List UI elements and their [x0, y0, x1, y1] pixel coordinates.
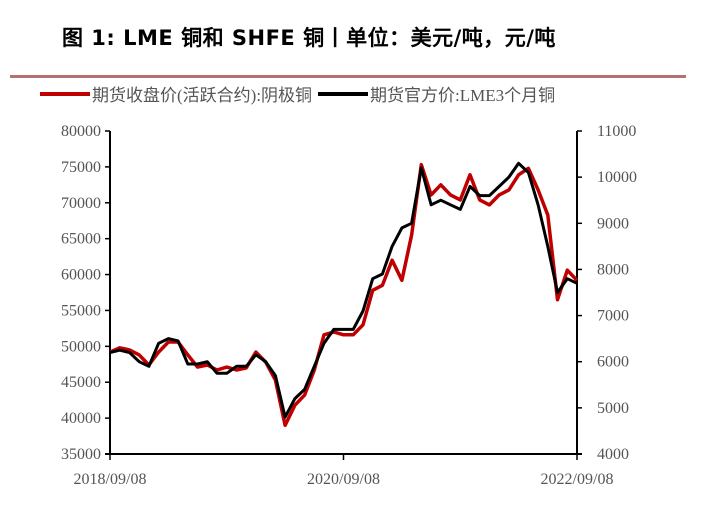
chart-title: 图 1: LME 铜和 SHFE 铜丨单位：美元/吨，元/吨 — [62, 26, 556, 50]
y-left-tick-label: 80000 — [61, 123, 101, 140]
y-right-tick-label: 5000 — [597, 400, 629, 417]
x-tick-label: 2018/09/08 — [74, 471, 147, 488]
series-line-shfe — [109, 162, 579, 428]
x-tick-label: 2022/09/08 — [541, 471, 614, 488]
y-left-tick-label: 50000 — [61, 338, 101, 355]
series-line-lme — [109, 161, 578, 419]
y-left-tick-label: 65000 — [61, 231, 101, 248]
title-divider — [10, 75, 686, 78]
legend: 期货收盘价(活跃合约):阴极铜 期货官方价:LME3个月铜 — [40, 81, 555, 106]
y-left-tick-label: 60000 — [61, 267, 101, 284]
y-right-tick-label: 10000 — [597, 169, 637, 186]
y-left-tick-label: 45000 — [61, 374, 101, 391]
y-left-tick-label: 75000 — [61, 159, 101, 176]
y-right-tick-label: 11000 — [597, 123, 636, 140]
y-right-tick-label: 6000 — [597, 354, 629, 371]
legend-label-shfe: 期货收盘价(活跃合约):阴极铜 — [92, 86, 313, 105]
y-right-tick-label: 4000 — [597, 446, 629, 463]
y-left-tick-label: 70000 — [61, 195, 101, 212]
y-right-tick-label: 7000 — [597, 308, 629, 325]
y-left-tick-label: 55000 — [61, 302, 101, 319]
y-right-tick-label: 9000 — [597, 215, 629, 232]
legend-swatch-shfe — [40, 91, 90, 96]
y-left-tick-label: 35000 — [61, 446, 101, 463]
y-right-tick-label: 8000 — [597, 261, 629, 278]
legend-swatch-lme — [318, 91, 369, 96]
legend-label-lme: 期货官方价:LME3个月铜 — [370, 86, 556, 105]
y-left-tick-label: 40000 — [61, 410, 101, 427]
x-tick-label: 2020/09/08 — [307, 471, 380, 488]
